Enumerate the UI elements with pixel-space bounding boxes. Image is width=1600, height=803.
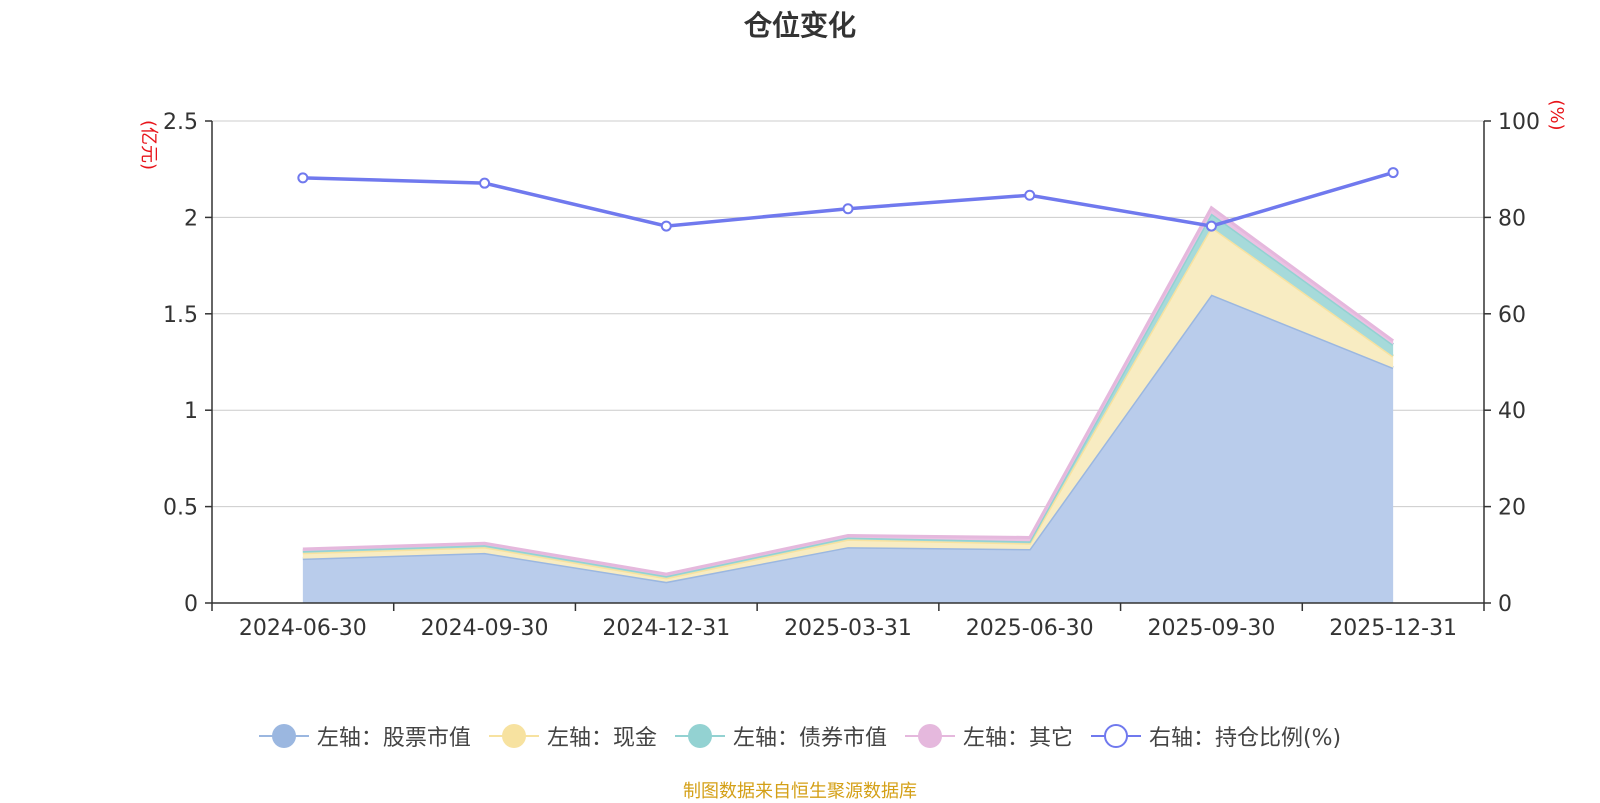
chart-title: 仓位变化 <box>743 9 856 42</box>
ratio-point <box>1387 167 1399 179</box>
right-tick-label: 0 <box>1498 592 1512 617</box>
legend-label: 左轴：股票市值 <box>316 726 471 751</box>
x-tick-label: 2024-12-31 <box>602 616 730 641</box>
area-line-3 <box>302 205 1395 576</box>
ratio-point <box>1205 220 1217 232</box>
legend-area-marker-icon <box>674 723 725 749</box>
x-tick-label: 2025-12-31 <box>1329 616 1457 641</box>
left-axis-unit: (亿元) <box>138 120 159 170</box>
ratio-line <box>302 170 1394 228</box>
ratio-point <box>1024 189 1036 201</box>
right-tick-label: 20 <box>1498 496 1526 521</box>
legend-label: 左轴：其它 <box>962 726 1073 751</box>
left-tick-label: 1 <box>184 399 198 424</box>
ratio-point <box>660 220 672 232</box>
right-tick-label: 100 <box>1498 110 1540 135</box>
legend-item[interactable]: 右轴：持仓比例(%) <box>1090 720 1342 752</box>
x-tick-label: 2024-09-30 <box>421 616 549 641</box>
x-tick-label: 2025-03-31 <box>784 616 912 641</box>
right-tick-label: 40 <box>1498 399 1526 424</box>
left-tick-label: 2 <box>184 206 198 231</box>
x-tick-label: 2025-09-30 <box>1147 616 1275 641</box>
ratio-point <box>842 203 854 215</box>
legend-label: 左轴：现金 <box>546 726 657 751</box>
left-tick-label: 1.5 <box>163 303 198 328</box>
legend-item[interactable]: 左轴：其它 <box>904 720 1073 752</box>
legend-line-marker-icon <box>1090 723 1141 749</box>
area-0 <box>302 294 1394 603</box>
legend-item[interactable]: 左轴：债券市值 <box>674 720 887 752</box>
right-tick-label: 80 <box>1498 206 1526 231</box>
legend: 左轴：股票市值 左轴：现金 左轴：债券市值 左轴：其它 右轴：持仓比例(%) <box>0 720 1600 752</box>
ratio-point <box>297 172 309 184</box>
legend-area-marker-icon <box>904 723 955 749</box>
right-axis-unit: (%) <box>1546 99 1567 130</box>
legend-area-marker-icon <box>258 723 309 749</box>
x-tick-label: 2025-06-30 <box>966 616 1094 641</box>
legend-label: 右轴：持仓比例(%) <box>1148 726 1342 751</box>
left-tick-label: 0 <box>184 592 198 617</box>
legend-label: 左轴：债券市值 <box>732 726 887 751</box>
right-tick-label: 60 <box>1498 303 1526 328</box>
legend-area-marker-icon <box>488 723 539 749</box>
x-tick-label: 2024-06-30 <box>239 616 367 641</box>
data-source-note: 制图数据来自恒生聚源数据库 <box>683 781 917 802</box>
chart-canvas: 2024-06-30 2024-09-30 2024-12-31 2025-03-31… <box>138 99 1567 641</box>
left-tick-label: 2.5 <box>163 110 198 135</box>
legend-item[interactable]: 左轴：股票市值 <box>258 720 471 752</box>
legend-item[interactable]: 左轴：现金 <box>488 720 657 752</box>
ratio-point <box>479 177 491 189</box>
left-tick-label: 0.5 <box>163 496 198 521</box>
